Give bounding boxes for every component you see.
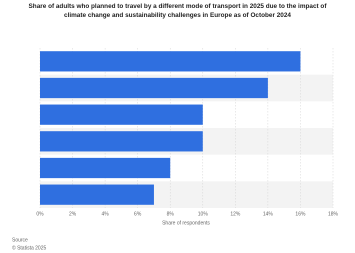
x-tick-label: 10% (198, 211, 209, 217)
bar (40, 157, 171, 179)
x-tick-label: 14% (263, 211, 274, 217)
x-tick-label: 6% (134, 211, 142, 217)
bar (40, 77, 268, 99)
x-tick-label: 18% (328, 211, 339, 217)
bar (40, 104, 203, 125)
source-label: Source (12, 237, 28, 243)
chart-title: Share of adults who planned to travel by… (28, 3, 327, 20)
x-tick-label: 0% (36, 211, 44, 217)
x-tick-label: 4% (101, 211, 109, 217)
x-tick-label: 8% (167, 211, 175, 217)
x-axis-title: Share of respondents (162, 220, 210, 226)
bar (40, 184, 154, 205)
bar (40, 131, 203, 152)
source-text: © Statista 2025 (12, 244, 46, 251)
x-tick-label: 2% (69, 211, 77, 217)
x-tick-label: 16% (295, 211, 306, 217)
bar (40, 51, 301, 72)
x-tick-label: 12% (230, 211, 241, 217)
title-box: Share of adults who planned to travel by… (28, 3, 327, 20)
